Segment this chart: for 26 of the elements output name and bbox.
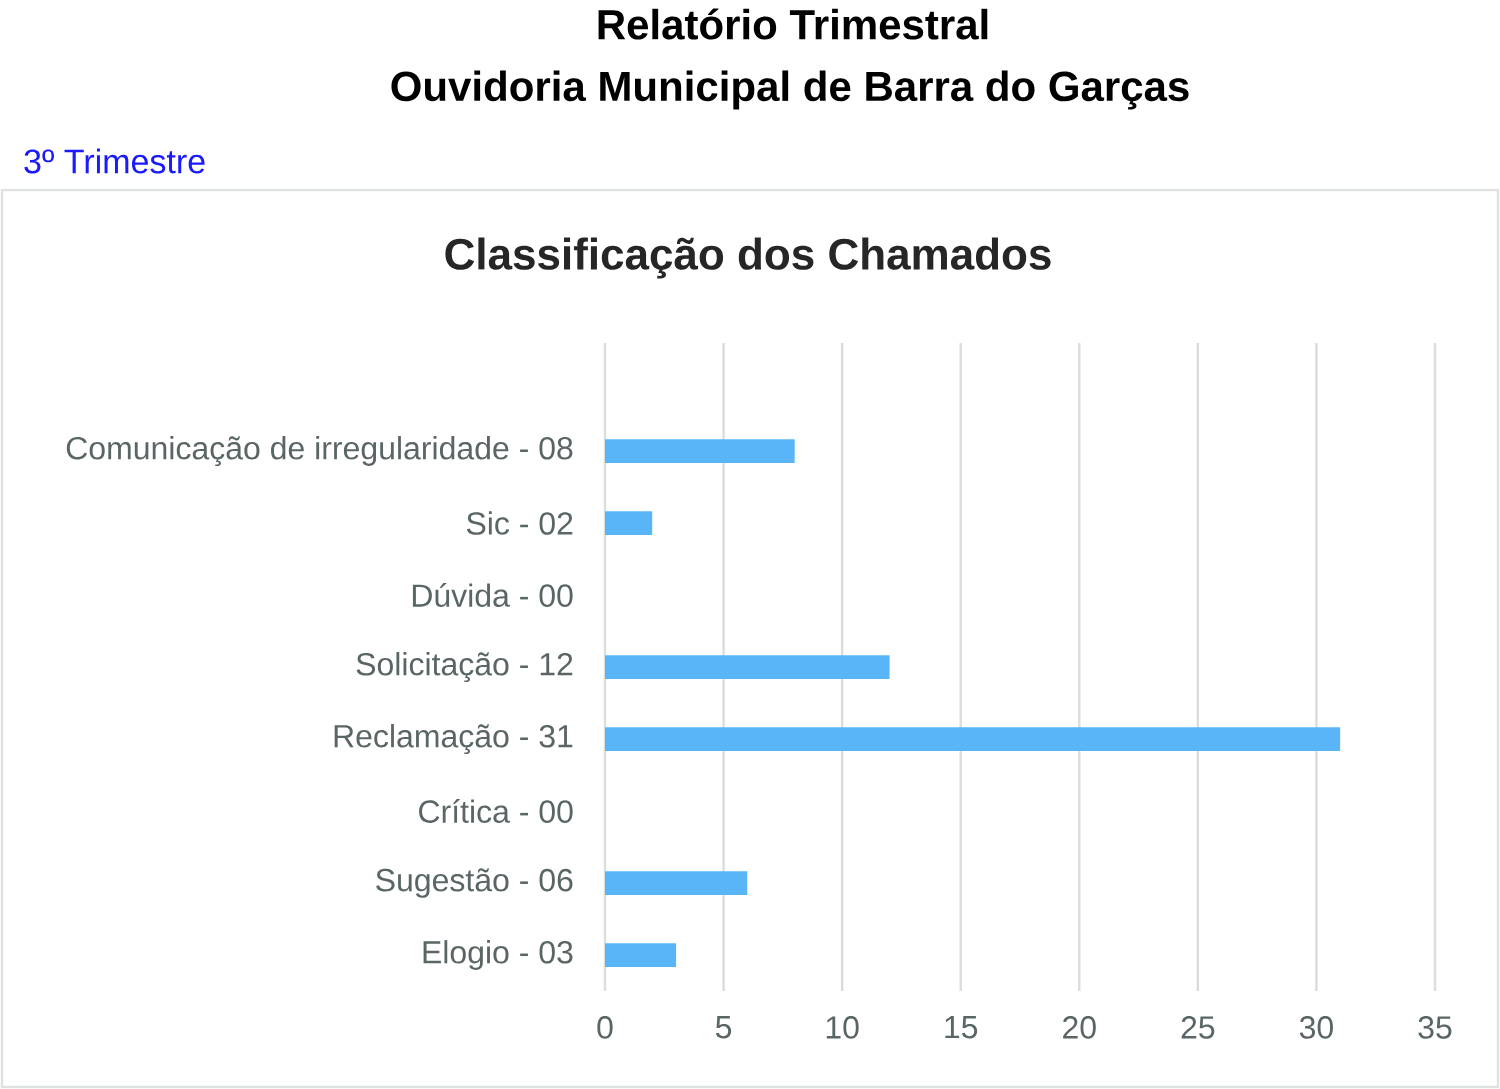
x-tick-label: 35	[1418, 1016, 1452, 1039]
x-tick-label: 20	[1063, 1016, 1096, 1039]
bar	[605, 655, 890, 679]
y-tick-label: Dúvida - 00	[412, 583, 573, 607]
bar	[605, 727, 1341, 751]
y-tick-label: Comunicação de irregularidade - 08	[66, 436, 573, 467]
chart-title: Classificação dos Chamados	[445, 237, 1051, 279]
y-tick-label: Elogio - 03	[423, 940, 573, 970]
x-tick-label: 30	[1299, 1016, 1333, 1039]
y-tick-label: Solicitação - 12	[356, 652, 573, 683]
x-tick-label: 5	[715, 1016, 732, 1039]
x-tick-label: 25	[1181, 1016, 1215, 1039]
y-tick-label: Crítica - 00	[419, 799, 573, 823]
y-tick-label: Sugestão - 06	[376, 868, 573, 898]
text: Ouvidoria Municipal de Barra do Garças	[391, 70, 1189, 110]
bar	[605, 439, 795, 463]
y-tick-label: Sic - 02	[466, 511, 573, 535]
text: Relatório Trimestral	[598, 8, 988, 40]
x-tick-label: 10	[826, 1016, 859, 1039]
x-tick-label: 0	[597, 1016, 613, 1039]
bar	[605, 871, 748, 895]
bar	[605, 943, 677, 967]
y-tick-label: Reclamação - 31	[334, 724, 573, 755]
text: 3º Trimestre	[24, 148, 205, 174]
x-tick-label: 15	[945, 1016, 978, 1039]
bar	[605, 511, 653, 535]
